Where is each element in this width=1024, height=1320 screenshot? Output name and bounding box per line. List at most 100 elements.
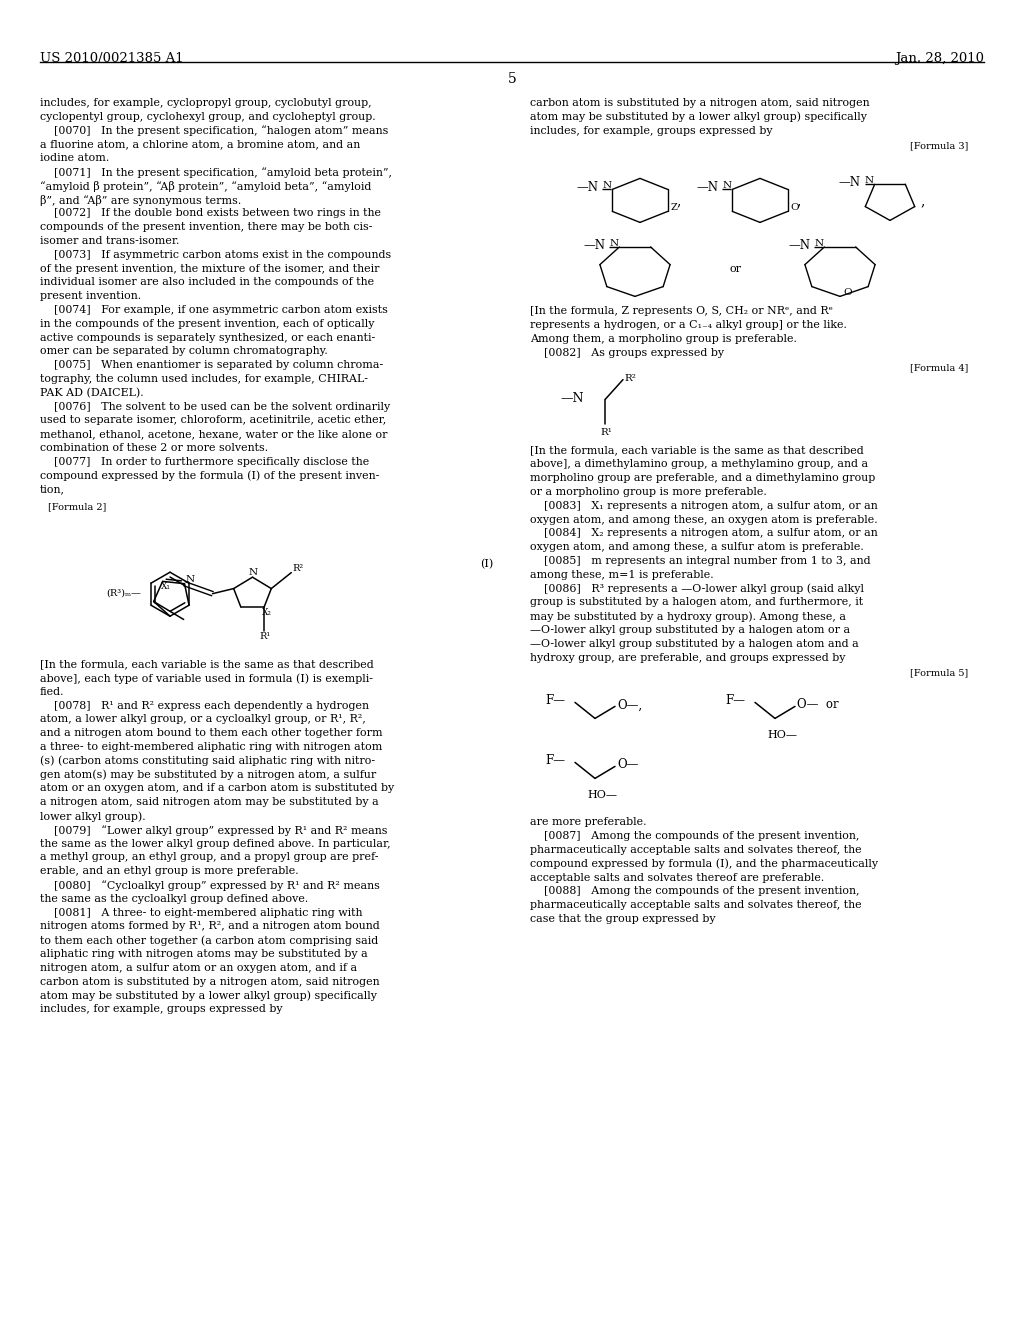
Text: [0073]   If asymmetric carbon atoms exist in the compounds: [0073] If asymmetric carbon atoms exist … [54, 249, 391, 260]
Text: in the compounds of the present invention, each of optically: in the compounds of the present inventio… [40, 319, 375, 329]
Text: [In the formula, each variable is the same as that described: [In the formula, each variable is the sa… [40, 659, 374, 669]
Text: nitrogen atoms formed by R¹, R², and a nitrogen atom bound: nitrogen atoms formed by R¹, R², and a n… [40, 921, 380, 932]
Text: a fluorine atom, a chlorine atom, a bromine atom, and an: a fluorine atom, a chlorine atom, a brom… [40, 140, 360, 149]
Text: X₁: X₁ [161, 582, 170, 591]
Text: [0088]   Among the compounds of the present invention,: [0088] Among the compounds of the presen… [544, 887, 859, 896]
Text: the same as the cycloalkyl group defined above.: the same as the cycloalkyl group defined… [40, 894, 308, 904]
Text: among these, m=1 is preferable.: among these, m=1 is preferable. [530, 570, 714, 579]
Text: —O-lower alkyl group substituted by a halogen atom or a: —O-lower alkyl group substituted by a ha… [530, 624, 850, 635]
Text: (I): (I) [480, 560, 494, 569]
Text: HO—: HO— [767, 730, 797, 741]
Text: X₂: X₂ [262, 609, 272, 616]
Text: atom may be substituted by a lower alkyl group) specifically: atom may be substituted by a lower alkyl… [40, 990, 377, 1001]
Text: tion,: tion, [40, 484, 65, 495]
Text: R¹: R¹ [600, 428, 612, 437]
Text: O: O [843, 288, 852, 297]
Text: hydroxy group, are preferable, and groups expressed by: hydroxy group, are preferable, and group… [530, 652, 846, 663]
Text: 5: 5 [508, 73, 516, 86]
Text: F—: F— [545, 694, 565, 708]
Text: includes, for example, groups expressed by: includes, for example, groups expressed … [40, 1005, 283, 1014]
Text: N: N [609, 239, 618, 248]
Text: carbon atom is substituted by a nitrogen atom, said nitrogen: carbon atom is substituted by a nitrogen… [530, 98, 869, 108]
Text: may be substituted by a hydroxy group). Among these, a: may be substituted by a hydroxy group). … [530, 611, 846, 622]
Text: carbon atom is substituted by a nitrogen atom, said nitrogen: carbon atom is substituted by a nitrogen… [40, 977, 380, 986]
Text: O: O [791, 203, 800, 213]
Text: Z: Z [671, 203, 678, 213]
Text: [0084]   X₂ represents a nitrogen atom, a sulfur atom, or an: [0084] X₂ represents a nitrogen atom, a … [544, 528, 878, 539]
Text: [0072]   If the double bond exists between two rings in the: [0072] If the double bond exists between… [54, 209, 381, 218]
Text: [0070]   In the present specification, “halogen atom” means: [0070] In the present specification, “ha… [54, 125, 388, 136]
Text: group is substituted by a halogen atom, and furthermore, it: group is substituted by a halogen atom, … [530, 598, 863, 607]
Text: active compounds is separately synthesized, or each enanti-: active compounds is separately synthesiz… [40, 333, 375, 343]
Text: and a nitrogen atom bound to them each other together form: and a nitrogen atom bound to them each o… [40, 729, 383, 738]
Text: compounds of the present invention, there may be both cis-: compounds of the present invention, ther… [40, 222, 373, 232]
Text: [0086]   R³ represents a —O-lower alkyl group (said alkyl: [0086] R³ represents a —O-lower alkyl gr… [544, 583, 864, 594]
Text: oxygen atom, and among these, a sulfur atom is preferable.: oxygen atom, and among these, a sulfur a… [530, 543, 864, 552]
Text: —N: —N [584, 239, 605, 252]
Text: —N: —N [577, 181, 598, 194]
Text: case that the group expressed by: case that the group expressed by [530, 913, 716, 924]
Text: omer can be separated by column chromatography.: omer can be separated by column chromato… [40, 346, 328, 356]
Text: PAK AD (DAICEL).: PAK AD (DAICEL). [40, 388, 143, 399]
Text: N: N [249, 568, 258, 577]
Text: [Formula 3]: [Formula 3] [909, 141, 968, 150]
Text: R²: R² [624, 374, 636, 383]
Text: includes, for example, groups expressed by: includes, for example, groups expressed … [530, 125, 773, 136]
Text: ,: , [920, 194, 925, 209]
Text: used to separate isomer, chloroform, acetinitrile, acetic ether,: used to separate isomer, chloroform, ace… [40, 416, 386, 425]
Text: present invention.: present invention. [40, 292, 141, 301]
Text: tography, the column used includes, for example, CHIRAL-: tography, the column used includes, for … [40, 374, 368, 384]
Text: (s) (carbon atoms constituting said aliphatic ring with nitro-: (s) (carbon atoms constituting said alip… [40, 756, 375, 767]
Text: atom may be substituted by a lower alkyl group) specifically: atom may be substituted by a lower alkyl… [530, 112, 867, 123]
Text: represents a hydrogen, or a C₁₋₄ alkyl group] or the like.: represents a hydrogen, or a C₁₋₄ alkyl g… [530, 321, 847, 330]
Text: are more preferable.: are more preferable. [530, 817, 646, 828]
Text: β”, and “Aβ” are synonymous terms.: β”, and “Aβ” are synonymous terms. [40, 194, 242, 206]
Text: of the present invention, the mixture of the isomer, and their: of the present invention, the mixture of… [40, 264, 380, 273]
Text: atom or an oxygen atom, and if a carbon atom is substituted by: atom or an oxygen atom, and if a carbon … [40, 783, 394, 793]
Text: ,: , [676, 194, 680, 209]
Text: to them each other together (a carbon atom comprising said: to them each other together (a carbon at… [40, 935, 378, 945]
Text: combination of these 2 or more solvents.: combination of these 2 or more solvents. [40, 444, 268, 453]
Text: compound expressed by formula (I), and the pharmaceutically: compound expressed by formula (I), and t… [530, 859, 879, 870]
Text: a nitrogen atom, said nitrogen atom may be substituted by a: a nitrogen atom, said nitrogen atom may … [40, 797, 379, 808]
Text: cyclopentyl group, cyclohexyl group, and cycloheptyl group.: cyclopentyl group, cyclohexyl group, and… [40, 112, 376, 121]
Text: —O-lower alkyl group substituted by a halogen atom and a: —O-lower alkyl group substituted by a ha… [530, 639, 859, 649]
Text: compound expressed by the formula (I) of the present inven-: compound expressed by the formula (I) of… [40, 471, 379, 482]
Text: [Formula 4]: [Formula 4] [909, 363, 968, 372]
Text: includes, for example, cyclopropyl group, cyclobutyl group,: includes, for example, cyclopropyl group… [40, 98, 372, 108]
Text: above], each type of variable used in formula (I) is exempli-: above], each type of variable used in fo… [40, 673, 373, 684]
Text: N: N [864, 176, 873, 185]
Text: [0076]   The solvent to be used can be the solvent ordinarily: [0076] The solvent to be used can be the… [54, 401, 390, 412]
Text: [0081]   A three- to eight-membered aliphatic ring with: [0081] A three- to eight-membered alipha… [54, 908, 362, 917]
Text: [0074]   For example, if one asymmetric carbon atom exists: [0074] For example, if one asymmetric ca… [54, 305, 388, 315]
Text: O—: O— [617, 759, 638, 771]
Text: Among them, a morpholino group is preferable.: Among them, a morpholino group is prefer… [530, 334, 797, 345]
Text: —N: —N [839, 176, 861, 189]
Text: pharmaceutically acceptable salts and solvates thereof, the: pharmaceutically acceptable salts and so… [530, 900, 861, 911]
Text: individual isomer are also included in the compounds of the: individual isomer are also included in t… [40, 277, 374, 288]
Text: [In the formula, each variable is the same as that described: [In the formula, each variable is the sa… [530, 446, 864, 455]
Text: [0079]   “Lower alkyl group” expressed by R¹ and R² means: [0079] “Lower alkyl group” expressed by … [54, 825, 387, 836]
Text: oxygen atom, and among these, an oxygen atom is preferable.: oxygen atom, and among these, an oxygen … [530, 515, 878, 524]
Text: [0080]   “Cycloalkyl group” expressed by R¹ and R² means: [0080] “Cycloalkyl group” expressed by R… [54, 880, 380, 891]
Text: O—  or: O— or [797, 698, 839, 711]
Text: R¹: R¹ [259, 632, 270, 642]
Text: [In the formula, Z represents O, S, CH₂ or NRᵉ, and Rᵉ: [In the formula, Z represents O, S, CH₂ … [530, 306, 833, 317]
Text: (R³)ₘ—: (R³)ₘ— [106, 589, 141, 597]
Text: iodine atom.: iodine atom. [40, 153, 110, 164]
Text: HO—: HO— [587, 791, 617, 800]
Text: acceptable salts and solvates thereof are preferable.: acceptable salts and solvates thereof ar… [530, 873, 824, 883]
Text: above], a dimethylamino group, a methylamino group, and a: above], a dimethylamino group, a methyla… [530, 459, 868, 470]
Text: a methyl group, an ethyl group, and a propyl group are pref-: a methyl group, an ethyl group, and a pr… [40, 853, 379, 862]
Text: F—: F— [545, 755, 565, 767]
Text: gen atom(s) may be substituted by a nitrogen atom, a sulfur: gen atom(s) may be substituted by a nitr… [40, 770, 376, 780]
Text: [0077]   In order to furthermore specifically disclose the: [0077] In order to furthermore specifica… [54, 457, 370, 467]
Text: N: N [602, 181, 611, 190]
Text: [0071]   In the present specification, “amyloid beta protein”,: [0071] In the present specification, “am… [54, 168, 392, 178]
Text: ,: , [796, 194, 801, 209]
Text: O—,: O—, [617, 698, 642, 711]
Text: pharmaceutically acceptable salts and solvates thereof, the: pharmaceutically acceptable salts and so… [530, 845, 861, 855]
Text: isomer and trans-isomer.: isomer and trans-isomer. [40, 236, 179, 246]
Text: R²: R² [292, 564, 303, 573]
Text: the same as the lower alkyl group defined above. In particular,: the same as the lower alkyl group define… [40, 838, 390, 849]
